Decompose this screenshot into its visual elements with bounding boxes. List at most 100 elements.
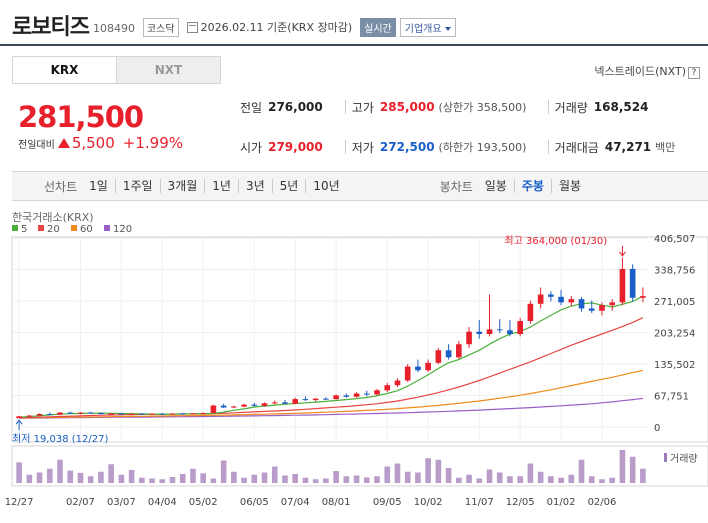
- candle-body: [445, 350, 452, 358]
- volume-bar: [588, 476, 595, 483]
- volume-bar: [282, 475, 288, 483]
- company-overview-button[interactable]: 기업개요: [399, 17, 456, 37]
- period-3m[interactable]: 3개월: [159, 179, 197, 193]
- candle-body: [394, 380, 401, 386]
- x-tick-label: 02/07: [66, 497, 95, 508]
- legend-swatch: [12, 225, 18, 231]
- candle-body: [26, 415, 33, 417]
- candle-body: [159, 413, 166, 415]
- candle-body: [415, 366, 421, 371]
- ma20-line: [19, 317, 644, 419]
- divider: [344, 100, 346, 114]
- prev-close-value: 276,000: [268, 100, 323, 114]
- volume-bar: [568, 474, 575, 483]
- volume-bar: [149, 478, 155, 483]
- y-tick-label: 406,507: [654, 234, 695, 245]
- candle-body: [343, 395, 350, 397]
- divider: [547, 140, 549, 154]
- calendar-icon: [186, 21, 198, 33]
- realtime-button[interactable]: 실시간: [360, 17, 396, 37]
- upper-limit: (상한가 358,500): [438, 101, 527, 114]
- prev-close-label: 전일: [240, 100, 263, 115]
- candle-body: [578, 299, 585, 309]
- tab-nxt[interactable]: NXT: [116, 57, 220, 83]
- candle-chart-label[interactable]: 봉차트: [439, 179, 473, 194]
- candle-body: [517, 320, 523, 335]
- period-daily[interactable]: 일봉: [484, 179, 507, 193]
- min-arrow-head: [15, 419, 23, 425]
- candle-body: [251, 404, 258, 406]
- period-monthly[interactable]: 월봉: [550, 179, 581, 193]
- volume-bar: [128, 469, 135, 483]
- volume-bar: [486, 469, 493, 483]
- volume-bar: [16, 462, 22, 483]
- candle-body: [588, 308, 595, 311]
- candle-body: [456, 344, 462, 358]
- y-tick-label: 0: [654, 423, 660, 434]
- volume-bar: [394, 463, 401, 483]
- chart-source-label: 한국거래소(KRX): [12, 211, 94, 224]
- volume-bar: [139, 477, 145, 483]
- volume-bar: [98, 471, 104, 483]
- candlestick-chart[interactable]: 한국거래소(KRX)5 20 60 120 406,507 338,756 271,005 2…: [0, 205, 708, 523]
- y-tick-label: 67,751: [654, 392, 689, 403]
- volume-bar: [415, 472, 421, 483]
- x-tick-label: 07/04: [281, 497, 310, 508]
- period-weekly[interactable]: 주봉: [513, 179, 544, 193]
- tab-krx[interactable]: KRX: [13, 57, 116, 83]
- max-price-annotation: 최고 364,000 (01/30): [504, 235, 607, 247]
- open-price: 시가 279,000: [240, 139, 339, 156]
- volume-bar: [517, 476, 523, 483]
- chevron-down-icon: [444, 26, 451, 31]
- volume-bar: [629, 456, 636, 483]
- period-1y[interactable]: 1년: [204, 179, 231, 193]
- line-chart-label[interactable]: 선차트: [44, 179, 78, 194]
- volume-bar: [476, 478, 483, 483]
- candle-body: [46, 413, 53, 415]
- stock-header: 로보티즈 108490 코스닥 2026.02.11 기준(KRX 장마감) 실…: [12, 8, 702, 42]
- change-value: 5,500: [71, 134, 115, 152]
- change-label: 전일대비: [18, 139, 55, 151]
- divider: [547, 100, 549, 114]
- low-label: 저가: [351, 140, 374, 155]
- price-stats: 전일 276,000 고가 285,000 (상한가 358,500) 거래량 …: [240, 95, 700, 159]
- volume-bar: [261, 472, 268, 483]
- volume-bar: [353, 475, 360, 483]
- candle-body: [292, 399, 299, 404]
- nextrade-link-label: 넥스트레이드(NXT): [594, 65, 686, 78]
- volume-bar: [210, 478, 217, 483]
- candle-body: [558, 296, 564, 303]
- y-tick-label: 203,254: [654, 328, 695, 339]
- volume-bar: [292, 474, 299, 483]
- legend-label: 5: [21, 224, 27, 235]
- volume-bar: [527, 463, 534, 483]
- period-3y[interactable]: 3년: [237, 179, 265, 193]
- period-1w[interactable]: 1주일: [114, 179, 153, 193]
- volume-bar: [67, 470, 74, 483]
- candle-body: [139, 413, 145, 415]
- nextrade-link[interactable]: 넥스트레이드(NXT)?: [594, 63, 700, 79]
- volume-bar: [343, 476, 350, 483]
- candle-body: [486, 329, 493, 335]
- volume-bar: [241, 477, 247, 483]
- volume-legend-swatch: [664, 453, 667, 462]
- candle-body: [98, 413, 104, 415]
- volume-bar: [323, 478, 329, 483]
- volume-bar: [619, 450, 626, 483]
- candle-body: [261, 403, 268, 406]
- ma120-line: [19, 397, 643, 419]
- candle-body: [496, 329, 503, 331]
- trading-amount: 거래대금 47,271 백만: [555, 139, 700, 156]
- candle-body: [108, 413, 114, 415]
- candle-body: [87, 412, 94, 414]
- candle-body: [312, 398, 319, 401]
- help-icon[interactable]: ?: [688, 67, 700, 79]
- volume-bar: [46, 468, 53, 483]
- chart-period-bar: 선차트 1일 1주일 3개월 1년 3년 5년 10년 봉차트 일봉 주봉 월봉: [12, 171, 708, 201]
- x-tick-label: 02/06: [588, 497, 617, 508]
- y-tick-label: 271,005: [654, 297, 695, 308]
- period-10y[interactable]: 10년: [305, 179, 340, 193]
- lower-limit: (하한가 193,500): [438, 141, 527, 154]
- period-5y[interactable]: 5년: [271, 179, 298, 193]
- period-1d[interactable]: 1일: [89, 179, 108, 193]
